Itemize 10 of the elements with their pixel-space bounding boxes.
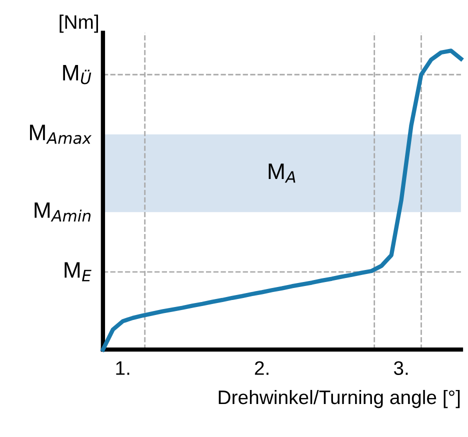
text: M$_{Amin}$ xyxy=(34,202,91,222)
x-tick-label: 1. xyxy=(116,361,130,375)
x-tick-label: 2. xyxy=(254,361,268,375)
x-tick-label: 3. xyxy=(394,361,408,375)
ref-line-label: M$_{E}$ xyxy=(64,262,92,282)
y-axis-title: [Nm] xyxy=(60,14,98,33)
ref-line-label: M$_{Ü}$ xyxy=(63,65,92,84)
x-axis-title: Drehwinkel/Turning angle [°] xyxy=(218,390,460,408)
text: M$_{Amax}$ xyxy=(30,124,92,144)
band-label: M$_{A}$ xyxy=(268,164,296,183)
